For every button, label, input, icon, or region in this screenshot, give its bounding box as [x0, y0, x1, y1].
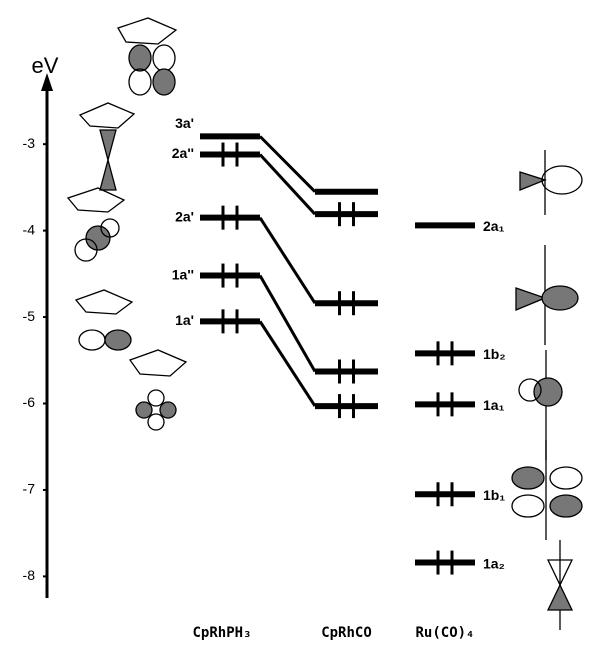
correlation-line: [260, 321, 315, 406]
tick-label: -6: [23, 394, 36, 410]
tick-label: -3: [23, 135, 36, 151]
level-label: 2a₁: [483, 218, 505, 234]
level-label: 1a'': [172, 266, 194, 282]
tick-label: -8: [23, 567, 36, 583]
column-name: CpRhCO: [321, 625, 372, 641]
level-label: 1b₁: [483, 487, 505, 503]
column-name: Ru(CO)₄: [415, 625, 474, 641]
column-name: CpRhPH₃: [192, 625, 251, 641]
level-label: 1a': [175, 312, 194, 328]
level-label: 1b₂: [483, 346, 506, 362]
tick-label: -5: [23, 308, 36, 324]
level-label: 1a₂: [483, 555, 505, 571]
level-label: 2a': [175, 208, 194, 224]
level-label: 3a': [175, 115, 194, 131]
mo-diagram: eV -3 -4 -5 -6 -7 -8 CpRhPH₃ 3a' 2a'' 2a' 1a'' 1a' Cp…: [0, 0, 592, 659]
orbital-sketches: [68, 18, 582, 630]
level-label: 2a'': [172, 145, 194, 161]
tick-label: -7: [23, 481, 36, 497]
tick-label: -4: [23, 221, 36, 237]
level-label: 1a₁: [483, 397, 505, 413]
axis-label: eV: [32, 53, 59, 78]
